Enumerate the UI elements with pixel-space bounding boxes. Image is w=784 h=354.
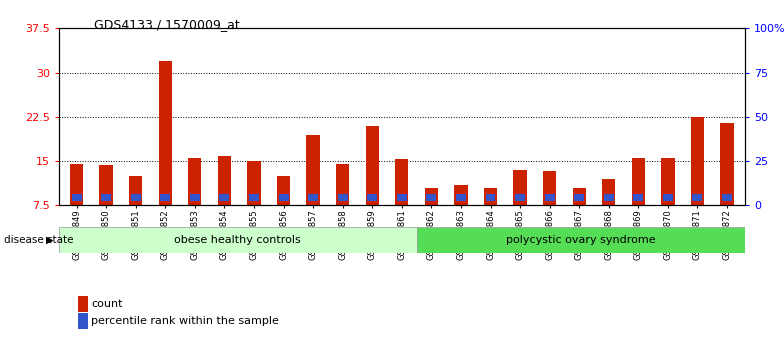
- Text: GDS4133 / 1570009_at: GDS4133 / 1570009_at: [94, 18, 240, 31]
- Bar: [307, 135, 320, 205]
- Bar: [218, 156, 231, 205]
- Bar: [220, 194, 230, 201]
- Bar: [633, 194, 644, 201]
- Text: disease state: disease state: [4, 235, 74, 245]
- Text: ▶: ▶: [45, 235, 53, 245]
- Bar: [545, 194, 554, 201]
- Bar: [632, 158, 645, 205]
- Bar: [249, 194, 259, 201]
- Bar: [515, 194, 525, 201]
- Bar: [70, 164, 83, 205]
- Bar: [691, 117, 704, 205]
- Bar: [663, 194, 673, 201]
- Bar: [59, 227, 417, 253]
- Bar: [454, 185, 467, 205]
- Bar: [308, 194, 318, 201]
- Bar: [661, 158, 674, 205]
- Bar: [425, 188, 438, 205]
- Bar: [71, 194, 82, 201]
- Bar: [367, 194, 377, 201]
- Bar: [485, 194, 495, 201]
- Bar: [158, 61, 172, 205]
- Bar: [129, 176, 143, 205]
- Bar: [336, 164, 350, 205]
- Bar: [397, 194, 407, 201]
- Bar: [188, 158, 201, 205]
- Bar: [572, 188, 586, 205]
- Bar: [160, 194, 170, 201]
- Bar: [720, 123, 734, 205]
- Text: polycystic ovary syndrome: polycystic ovary syndrome: [506, 235, 655, 245]
- Bar: [602, 179, 615, 205]
- Bar: [338, 194, 347, 201]
- Bar: [484, 188, 497, 205]
- Bar: [278, 194, 289, 201]
- Bar: [101, 194, 111, 201]
- Bar: [574, 194, 584, 201]
- Bar: [417, 227, 745, 253]
- Bar: [426, 194, 437, 201]
- Bar: [395, 159, 408, 205]
- Text: percentile rank within the sample: percentile rank within the sample: [91, 316, 279, 326]
- Bar: [514, 170, 527, 205]
- Bar: [456, 194, 466, 201]
- Bar: [722, 194, 732, 201]
- Bar: [277, 176, 290, 205]
- Text: obese healthy controls: obese healthy controls: [174, 235, 301, 245]
- Bar: [131, 194, 140, 201]
- Bar: [365, 126, 379, 205]
- Bar: [100, 165, 113, 205]
- Bar: [692, 194, 702, 201]
- Bar: [543, 171, 557, 205]
- Text: count: count: [91, 299, 122, 309]
- Bar: [604, 194, 614, 201]
- Bar: [190, 194, 200, 201]
- Bar: [247, 161, 260, 205]
